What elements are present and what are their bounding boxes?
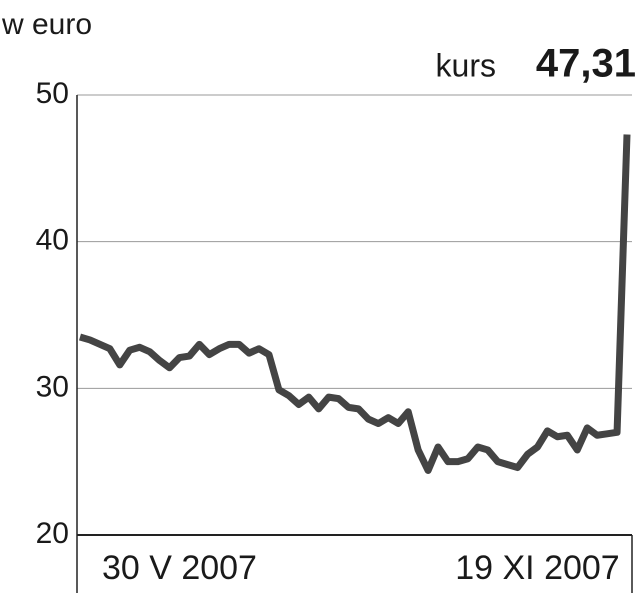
y-tick-label: 40 (36, 224, 69, 257)
value-label: 47,31 (536, 42, 636, 86)
x-tick-label: 19 XI 2007 (455, 549, 619, 587)
x-tick-label: 30 V 2007 (102, 549, 257, 587)
y-tick-label: 50 (36, 77, 69, 110)
unit-label: w euro (1, 8, 92, 41)
line (79, 134, 631, 474)
y-tick-label: 30 (36, 370, 69, 403)
annotation: kurs (436, 47, 496, 83)
y-tick-label: 20 (36, 517, 69, 550)
